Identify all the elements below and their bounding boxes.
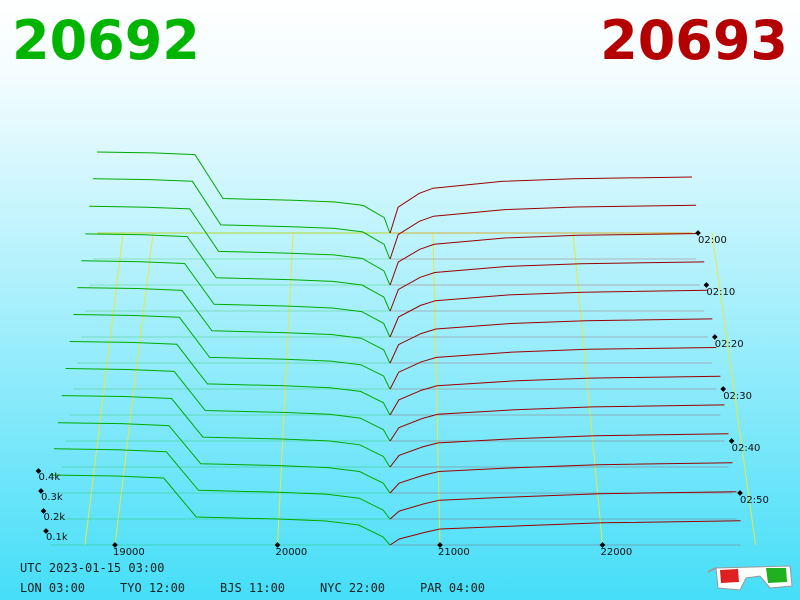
ask-depth-line <box>389 176 693 234</box>
grid-left-edge <box>84 232 124 546</box>
time-tick-label: 02:30 <box>723 391 752 402</box>
grid <box>84 232 757 546</box>
clock: NYC 22:00 <box>320 581 385 595</box>
y-tick <box>43 528 49 534</box>
bid-depth-line <box>65 368 391 442</box>
ask-price: 20693 <box>600 9 788 72</box>
ask-depth-line <box>389 462 733 494</box>
grid-line <box>572 232 603 546</box>
bid-depth-line <box>77 287 391 364</box>
grid-right-edge <box>711 232 757 546</box>
x-tick-label: 22000 <box>600 547 632 558</box>
clock: LON 03:00 <box>20 581 85 595</box>
depth-lines <box>49 151 741 546</box>
time-tick <box>711 334 718 340</box>
bid-depth-line <box>57 422 391 494</box>
bid-depth-line <box>96 151 391 234</box>
time-tick <box>728 438 735 444</box>
bid-depth-line <box>61 395 391 468</box>
bid-depth-line <box>53 448 391 520</box>
3d-glasses-icon <box>707 565 793 591</box>
ask-depth-line <box>389 289 709 338</box>
bid-price: 20692 <box>12 9 200 72</box>
x-tick <box>274 542 281 548</box>
bid-depth-line <box>49 474 391 546</box>
bid-depth-line <box>89 205 391 286</box>
ticks: 19000 20000 21000 22000 0.1k 0.2k 0.3k 0.4k 02:0… <box>35 230 769 558</box>
time-tick <box>737 490 743 496</box>
ask-depth-line <box>389 491 737 520</box>
ask-depth-line <box>389 404 725 442</box>
time-tick-label: 02:20 <box>715 339 744 350</box>
bid-depth-line <box>73 314 391 390</box>
clock: PAR 04:00 <box>420 581 485 595</box>
x-tick <box>437 542 443 548</box>
ask-depth-line <box>389 261 705 312</box>
grid-line <box>276 232 294 546</box>
ask-depth-line <box>389 233 701 286</box>
time-tick <box>703 282 710 288</box>
clock: TYO 12:00 <box>120 581 185 595</box>
time-tick <box>695 230 701 236</box>
grid-line <box>432 232 441 546</box>
clock: BJS 11:00 <box>220 581 285 595</box>
y-tick-label: 0.4k <box>39 472 61 483</box>
x-tick-label: 21000 <box>438 547 470 558</box>
grid-line <box>114 232 154 546</box>
x-tick-label: 19000 <box>113 547 145 558</box>
ask-depth-line <box>389 204 697 260</box>
ask-depth-line <box>389 520 741 546</box>
bid-depth-line <box>85 233 391 312</box>
y-tick-label: 0.1k <box>46 532 68 543</box>
y-tick-label: 0.2k <box>44 512 66 523</box>
utc-time: UTC 2023-01-15 03:00 <box>20 561 165 575</box>
world-clocks: LON 03:00 TYO 12:00 BJS 11:00 NYC 22:00 PAR … <box>20 581 485 595</box>
ask-depth-line <box>389 375 721 416</box>
x-tick <box>112 542 118 548</box>
time-tick <box>720 386 727 392</box>
ask-depth-line <box>389 347 717 390</box>
x-tick <box>599 542 606 548</box>
time-tick-label: 02:40 <box>732 443 761 454</box>
bid-depth-line <box>69 341 391 416</box>
time-tick-label: 02:10 <box>706 287 735 298</box>
y-tick-label: 0.3k <box>41 492 63 503</box>
time-tick-label: 02:00 <box>698 235 727 246</box>
time-tick-label: 02:50 <box>740 495 769 506</box>
bid-depth-line <box>93 178 391 260</box>
bid-depth-line <box>81 260 391 338</box>
ask-depth-line <box>389 433 729 468</box>
ask-depth-line <box>389 318 713 364</box>
x-tick-label: 20000 <box>275 547 307 558</box>
